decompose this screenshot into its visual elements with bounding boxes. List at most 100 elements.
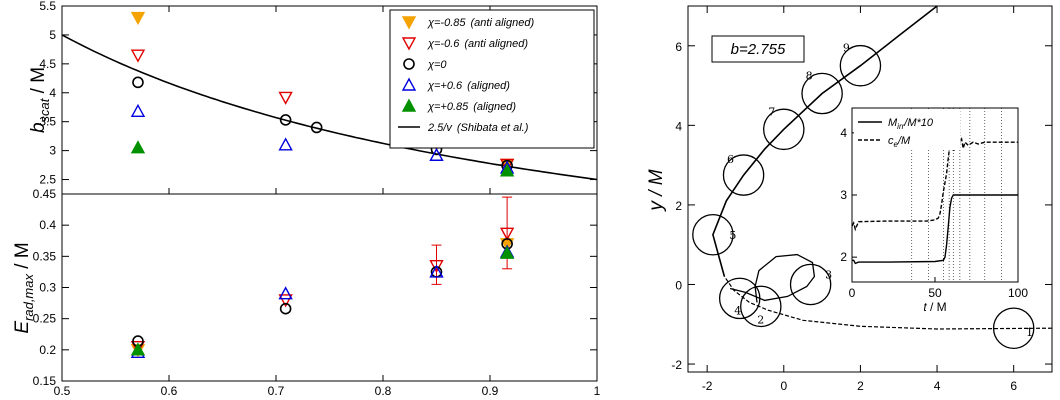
erad-point <box>429 259 444 274</box>
bscat-ytick-label: 5 <box>49 28 56 42</box>
erad-point <box>130 341 146 355</box>
erad-ytick-label: 0.2 <box>39 343 56 357</box>
inset-legend-label: Mirr/M*10 <box>888 117 934 131</box>
inset-xlabel-var: t <box>923 300 927 314</box>
bscat-point <box>310 121 323 134</box>
traj-ytick-label: 6 <box>675 40 682 54</box>
erad-ytick-label: 0.35 <box>33 249 57 263</box>
inset-xlabel-unit: / M <box>927 300 947 314</box>
legend-chi: χ=+0.85 <box>427 101 469 113</box>
erad-point <box>278 294 293 308</box>
bscat-ylabel: bscat / M <box>28 67 52 133</box>
erad-plot: 0.15 0.2 0.25 0.3 0.35 0.4 0.45 0.5 0.6 0.7 0.8 0.9… <box>33 187 601 398</box>
legend-note: (anti aligned) <box>464 38 528 50</box>
erad-point <box>499 227 515 241</box>
legend-note: (Shibata et al.) <box>457 122 529 134</box>
bscat-ytick-label: 5.5 <box>39 0 56 13</box>
snapshot-label: 9 <box>843 42 850 55</box>
bscat-point <box>278 91 293 105</box>
legend-chi: χ=-0.85 <box>427 17 466 29</box>
snapshot-label: 5 <box>729 229 736 242</box>
impact-parameter-label: b=2.755 <box>711 35 805 63</box>
horizon-circle <box>718 277 761 320</box>
bscat-ytick-label: 2.5 <box>39 173 56 187</box>
legend-marker <box>401 98 417 112</box>
legend-chi: χ=-0.6 <box>427 38 460 50</box>
legend-note: (anti aligned) <box>471 17 535 29</box>
traj-ytick-label: 4 <box>675 119 682 133</box>
inset-plot: 0 50 100 2 3 4 t / M Mirr/M*10 ce/M <box>840 107 1028 314</box>
bscat-point <box>130 103 146 117</box>
legend-marker <box>401 77 417 91</box>
erad-xtick-label: 0.8 <box>375 384 392 398</box>
inset-legend-bg <box>854 110 960 150</box>
horizon-circle <box>763 108 805 151</box>
legend-marker <box>401 37 417 51</box>
horizon-circle <box>740 285 782 328</box>
horizon-circle <box>801 72 843 115</box>
snapshot-label: 1 <box>1026 326 1033 339</box>
inset-legend-sub: irr <box>897 122 904 131</box>
snapshot-label: 7 <box>768 105 775 118</box>
erad-ylabel: Erad,max / M <box>12 242 36 333</box>
bscat-point <box>132 76 144 89</box>
inset-legend-label: ce/M <box>888 135 911 149</box>
erad-xtick-label: 0.6 <box>161 384 178 398</box>
erad-xtick-label: 0.7 <box>268 384 285 398</box>
legend-note: (aligned) <box>467 80 510 92</box>
legend-note: (aligned) <box>473 101 516 113</box>
bscat-point <box>278 137 293 151</box>
legend-label: χ=+0.85 (aligned) <box>427 101 516 113</box>
bscat-point <box>130 11 146 26</box>
erad-ytick-label: 0.3 <box>39 281 56 295</box>
horizon-circle <box>992 307 1035 350</box>
snapshot-label: 2 <box>757 313 764 326</box>
label-box <box>711 35 805 63</box>
erad-point <box>278 286 293 300</box>
inset-ytick-label: 3 <box>840 188 847 202</box>
snapshot-label: 6 <box>727 153 734 166</box>
snapshot-label: 8 <box>806 70 813 83</box>
legend-label: χ=0 <box>427 59 447 71</box>
inset-ytick-label: 2 <box>840 250 847 264</box>
horizon-circle <box>722 154 765 196</box>
bscat-point <box>429 147 444 161</box>
legend-label: 2.5/v (Shibata et al.) <box>427 122 529 134</box>
inset-legend-tail: /M <box>897 135 911 147</box>
bscat-ytick-label: 3 <box>49 144 56 158</box>
bscat-point <box>130 140 146 154</box>
traj-xtick-label: 4 <box>934 379 941 393</box>
label-box-text: b=2.755 <box>731 41 786 58</box>
erad-xtick-label: 1 <box>594 384 601 398</box>
snapshot-label: 3 <box>825 268 832 281</box>
trajectory-ylabel: y / M <box>646 169 667 212</box>
inset-xlabel: t / M <box>923 300 946 314</box>
traj-xtick-label: 2 <box>857 379 864 393</box>
bscat-point <box>499 158 515 172</box>
horizon-circle <box>789 263 832 306</box>
trajectory-frame <box>687 5 1053 373</box>
erad-ytick-label: 0.25 <box>33 312 57 326</box>
traj-xtick-label: -2 <box>702 379 713 393</box>
horizon-circle <box>692 213 734 256</box>
legend-label: χ=-0.85 (anti aligned) <box>427 17 534 29</box>
inset-xtick-label: 0 <box>849 286 856 300</box>
inset-series-mirr <box>852 194 1018 265</box>
bscat-point <box>279 114 292 126</box>
legend-chi: χ=+0.6 <box>427 80 463 92</box>
erad-xtick-label: 0.9 <box>482 384 499 398</box>
outgoing-trajectory <box>712 5 938 277</box>
inset-xtick-label: 100 <box>1008 286 1028 300</box>
erad-ytick-label: 0.45 <box>33 187 57 201</box>
legend-chi: 2.5/v <box>427 122 453 134</box>
erad-point <box>429 264 444 278</box>
bscat-legend: χ=-0.85 (anti aligned) χ=-0.6 (anti aligned… <box>389 9 595 149</box>
traj-ytick-label: 0 <box>675 278 682 292</box>
bscat-point <box>499 163 515 177</box>
bscat-ytick-label: 4 <box>49 86 56 100</box>
erad-point <box>130 342 146 356</box>
traj-xtick-label: 0 <box>780 379 787 393</box>
incoming-trajectory <box>723 276 1053 330</box>
erad-xtick-label: 0.5 <box>54 384 71 398</box>
